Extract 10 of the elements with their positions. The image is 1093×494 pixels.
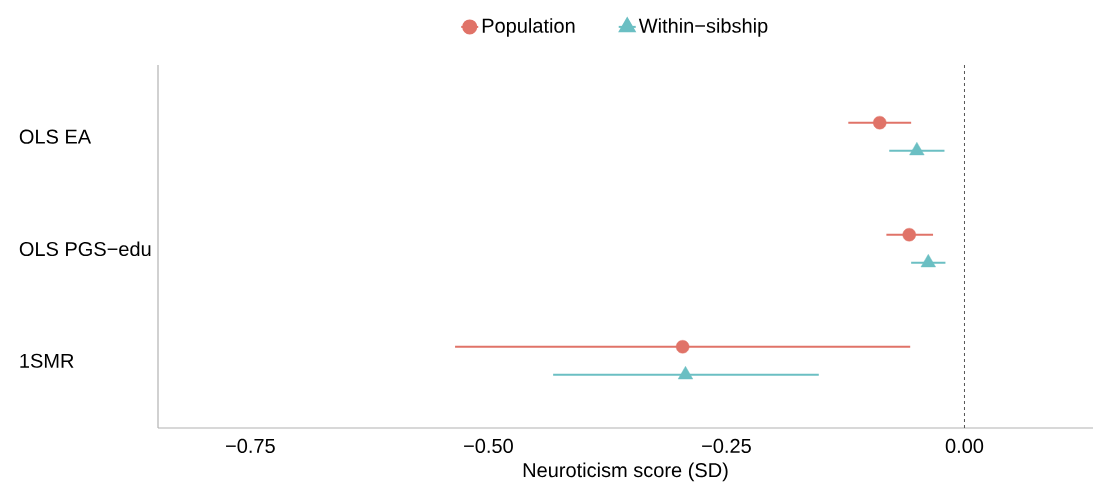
y-tick-label: OLS EA xyxy=(19,129,92,144)
x-tick-label: −0.50 xyxy=(464,438,513,454)
y-tick-label: OLS PGS−edu xyxy=(19,241,151,257)
x-axis-title: Neuroticism score (SD) xyxy=(523,462,728,482)
y-tick-label: 1SMR xyxy=(20,353,74,368)
legend-label: Population xyxy=(482,18,575,37)
legend-label: Within−sibship xyxy=(638,18,768,37)
x-tick-label: −0.25 xyxy=(702,438,751,454)
x-tick-label: 0.00 xyxy=(945,438,984,454)
x-tick-label: −0.75 xyxy=(226,438,275,454)
